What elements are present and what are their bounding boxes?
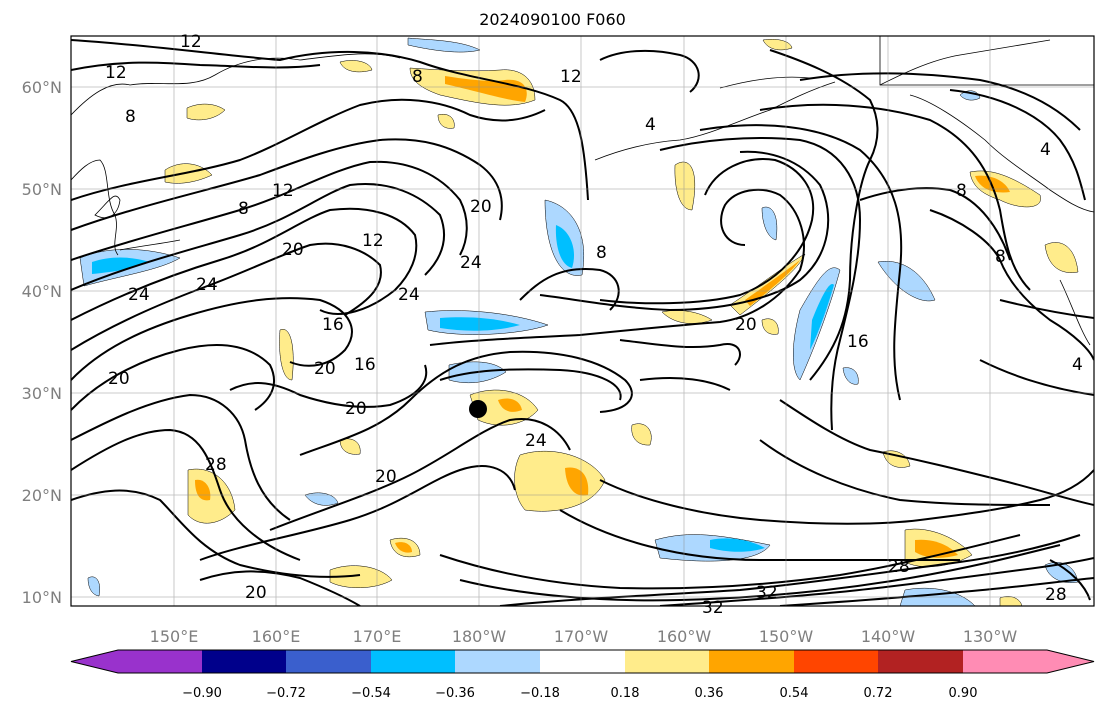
colorbar-segment — [878, 650, 963, 673]
contour-lines — [71, 39, 1094, 606]
contour-label: 4 — [1040, 140, 1051, 160]
colorbar-segment — [118, 650, 202, 673]
lon-label: 150°E — [150, 627, 199, 646]
contour-label: 12 — [180, 32, 202, 52]
storm-center-marker — [469, 400, 487, 418]
contour-label: 28 — [1045, 585, 1067, 605]
colorbar — [70, 649, 1095, 674]
colorbar-segment — [455, 650, 540, 673]
lon-label: 160°E — [252, 627, 301, 646]
contour-label: 8 — [596, 243, 607, 263]
colorbar-extend-max — [1047, 650, 1094, 673]
contour-label: 20 — [345, 399, 367, 419]
map-title: 2024090100 F060 — [479, 10, 626, 29]
lat-label: 10°N — [22, 588, 62, 607]
lon-label: 160°W — [657, 627, 712, 646]
lon-label: 170°E — [353, 627, 402, 646]
colorbar-tick-label: 0.72 — [864, 686, 893, 701]
contour-label: 20 — [735, 315, 757, 335]
contour-label: 20 — [108, 369, 130, 389]
lon-label: 130°W — [963, 627, 1018, 646]
colorbar-tick-label: −0.54 — [351, 686, 391, 701]
contour-label: 20 — [375, 467, 397, 487]
coastlines — [71, 36, 1094, 346]
contour-label: 12 — [560, 67, 582, 87]
colorbar-segment — [709, 650, 794, 673]
contour-label: 8 — [956, 181, 967, 201]
longitude-labels: 150°E 160°E 170°E 180°W 170°W 160°W 150°… — [150, 627, 1018, 646]
lon-label: 140°W — [861, 627, 916, 646]
colorbar-segment — [286, 650, 371, 673]
colorbar-tick-label: 0.18 — [611, 686, 640, 701]
colorbar-segment — [371, 650, 455, 673]
lat-label: 50°N — [22, 180, 62, 199]
colorbar-segment — [963, 650, 1047, 673]
contour-label: 8 — [238, 199, 249, 219]
contour-label: 20 — [470, 197, 492, 217]
contour-label: 24 — [460, 253, 482, 273]
colorbar-extend-min — [71, 650, 118, 673]
colorbar-outline — [70, 649, 1095, 674]
map-panel — [71, 36, 1094, 606]
colorbar-segment — [625, 650, 709, 673]
colorbar-tick-label: 0.54 — [780, 686, 809, 701]
contour-label: 28 — [888, 557, 910, 577]
contour-label: 16 — [354, 355, 376, 375]
lat-label: 60°N — [22, 78, 62, 97]
colorbar-tick-label: 0.36 — [695, 686, 724, 701]
colorbar-tick-label: −0.36 — [435, 686, 475, 701]
contour-label: 16 — [322, 315, 344, 335]
contour-label: 20 — [282, 240, 304, 260]
contour-label: 4 — [1072, 355, 1083, 375]
colorbar-tick-label: −0.90 — [182, 686, 222, 701]
lon-label: 170°W — [554, 627, 609, 646]
contour-label: 32 — [702, 598, 724, 618]
lat-label: 20°N — [22, 486, 62, 505]
colorbar-tick-label: −0.72 — [266, 686, 306, 701]
contour-label: 24 — [525, 431, 547, 451]
contour-label: 8 — [995, 247, 1006, 267]
contour-label: 20 — [314, 359, 336, 379]
lon-label: 150°W — [759, 627, 814, 646]
latitude-labels: 60°N 50°N 40°N 30°N 20°N 10°N — [22, 78, 62, 607]
graticule — [71, 36, 1094, 606]
map-frame — [70, 35, 1095, 607]
contour-label: 32 — [756, 583, 778, 603]
lon-label: 180°W — [452, 627, 507, 646]
lat-label: 30°N — [22, 384, 62, 403]
colorbar-tick-label: 0.90 — [949, 686, 978, 701]
colorbar-segment — [202, 650, 286, 673]
contour-label: 12 — [362, 231, 384, 251]
colorbar-tick-label: −0.18 — [520, 686, 560, 701]
contour-label: 20 — [245, 583, 267, 603]
negative-shading — [79, 37, 1079, 606]
colorbar-segment — [540, 650, 625, 673]
contour-label: 24 — [128, 285, 150, 305]
contour-label: 24 — [196, 275, 218, 295]
contour-label: 12 — [105, 63, 127, 83]
contour-label: 4 — [645, 115, 656, 135]
contour-label: 8 — [125, 107, 136, 127]
positive-shading — [164, 39, 1079, 606]
contour-label: 8 — [412, 67, 423, 87]
contour-label: 12 — [272, 181, 294, 201]
contour-label: 24 — [398, 285, 420, 305]
colorbar-segment — [794, 650, 878, 673]
contour-label: 16 — [847, 332, 869, 352]
lat-label: 40°N — [22, 282, 62, 301]
contour-label-group: 12 12 12 8 8 8 8 8 8 12 12 16 16 16 20 2… — [105, 32, 1083, 618]
colorbar-tick-labels: −0.90 −0.72 −0.54 −0.36 −0.18 0.18 0.36 … — [182, 686, 977, 701]
contour-label: 28 — [205, 455, 227, 475]
